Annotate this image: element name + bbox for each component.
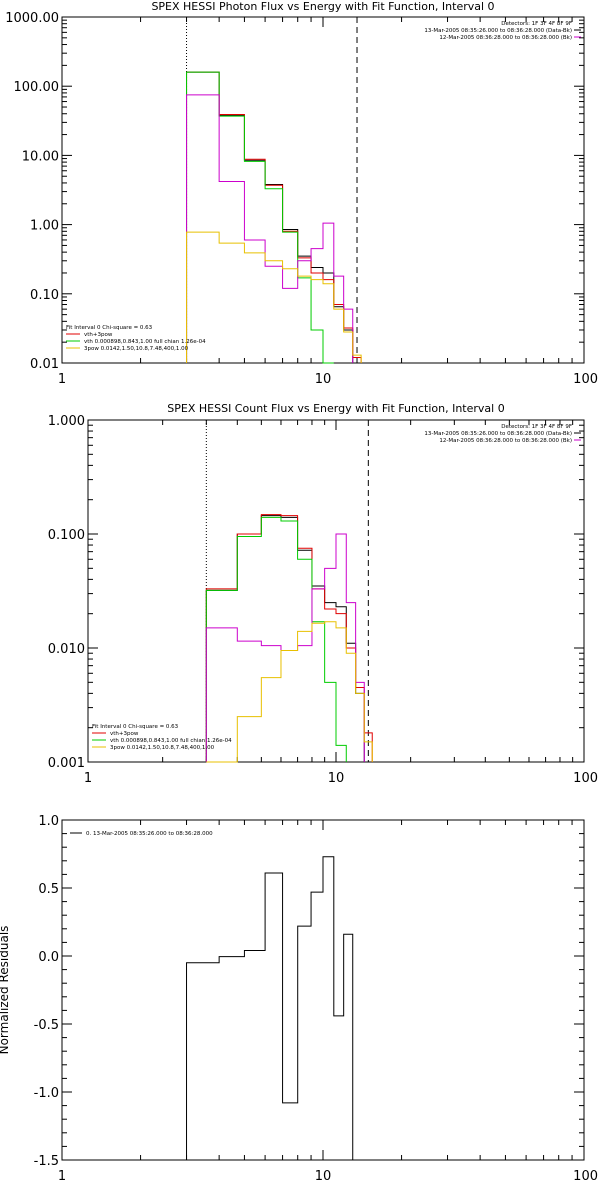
series-line-0 [205, 515, 365, 762]
y-tick-label: -0.5 [34, 1018, 59, 1033]
legend-top-line: 13-Mar-2005 08:35:26.000 to 08:36:28.000… [424, 431, 572, 437]
x-tick-label: 1 [58, 372, 66, 387]
series-line-3 [186, 94, 354, 363]
y-tick-label: 10.00 [22, 149, 59, 164]
legend-bottom-line: vth+3pow [110, 731, 139, 737]
series-line-2 [205, 516, 347, 762]
series-line-1 [205, 514, 373, 762]
series-line-1 [186, 71, 362, 363]
legend-bottom-line: vth 0.000898,0.843,1.00 full chian 1.26e… [84, 339, 206, 345]
y-tick-label: 1.0 [38, 814, 59, 829]
legend-bottom-line: vth+3pow [84, 332, 113, 338]
photon-flux-panel: SPEX HESSI Photon Flux vs Energy with Fi… [5, 0, 598, 387]
legend-top-line: 0. 13-Mar-2005 08:35:26.000 to 08:36:28.… [86, 831, 213, 837]
chart-title: SPEX HESSI Photon Flux vs Energy with Fi… [151, 0, 494, 13]
x-tick-label: 10 [315, 372, 332, 387]
x-tick-label: 10 [315, 1169, 332, 1184]
y-tick-label: -1.5 [34, 1154, 59, 1169]
legend-bottom-line: 3pow 0.0142,1.50,10.8,7.48,400,1.00 [84, 346, 189, 352]
y-axis-label: Normalized Residuals [0, 926, 11, 1055]
y-tick-label: 0.0 [38, 950, 59, 965]
x-tick-label: 1 [58, 1169, 66, 1184]
legend-bottom-line: 3pow 0.0142,1.50,10.8,7.48,400,1.00 [110, 745, 215, 751]
series-line-0 [186, 856, 354, 1160]
legend-top-line: Detectors: 1F 3F 4F 8F 9F [501, 424, 572, 430]
residuals-panel: Normalized Residuals 1 10 100 -1.5 -1.0 -0.5 0.… [0, 814, 598, 1184]
y-tick-label: -1.0 [34, 1086, 59, 1101]
y-tick-label: 0.100 [48, 528, 85, 543]
chart-title: SPEX HESSI Count Flux vs Energy with Fit… [167, 402, 504, 415]
legend-top-line: 13-Mar-2005 08:35:26.000 to 08:36:28.000… [424, 28, 572, 34]
count-flux-panel: SPEX HESSI Count Flux vs Energy with Fit… [48, 402, 598, 786]
y-tick-label: 1.000 [48, 414, 85, 429]
y-tick-label: 100.00 [14, 80, 60, 95]
x-tick-label: 1 [84, 771, 92, 786]
y-tick-label: 0.10 [30, 288, 59, 303]
legend-bottom-line: Fit Interval 0 Chi-square = 0.63 [66, 325, 153, 331]
y-tick-label: 0.01 [30, 357, 59, 372]
y-tick-label: 0.5 [38, 882, 59, 897]
y-tick-label: 1.00 [30, 219, 59, 234]
series-line-4 [186, 231, 362, 363]
y-tick-label: 1000.00 [5, 11, 59, 26]
series-line-0 [186, 71, 354, 363]
legend-bottom-line: vth 0.000898,0.843,1.00 full chian 1.26e… [110, 738, 232, 744]
series-line-4 [206, 621, 373, 763]
legend-top-line: 12-Mar-2005 08:36:28.000 to 08:36:28.000… [439, 35, 572, 41]
plot-frame [61, 16, 585, 364]
x-tick-label: 100 [573, 771, 598, 786]
y-tick-label: 0.010 [48, 642, 85, 657]
x-tick-label: 100 [573, 372, 598, 387]
x-tick-label: 10 [328, 771, 345, 786]
series-line-2 [186, 71, 334, 364]
legend-top-line: 12-Mar-2005 08:36:28.000 to 08:36:28.000… [439, 438, 572, 444]
y-tick-label: 0.001 [48, 756, 85, 771]
legend-top-line: Detectors: 1F 3F 4F 8F 9F [501, 21, 572, 27]
series-line-3 [205, 533, 365, 762]
x-tick-label: 100 [573, 1169, 598, 1184]
legend-bottom-line: Fit Interval 0 Chi-square = 0.63 [92, 724, 179, 730]
